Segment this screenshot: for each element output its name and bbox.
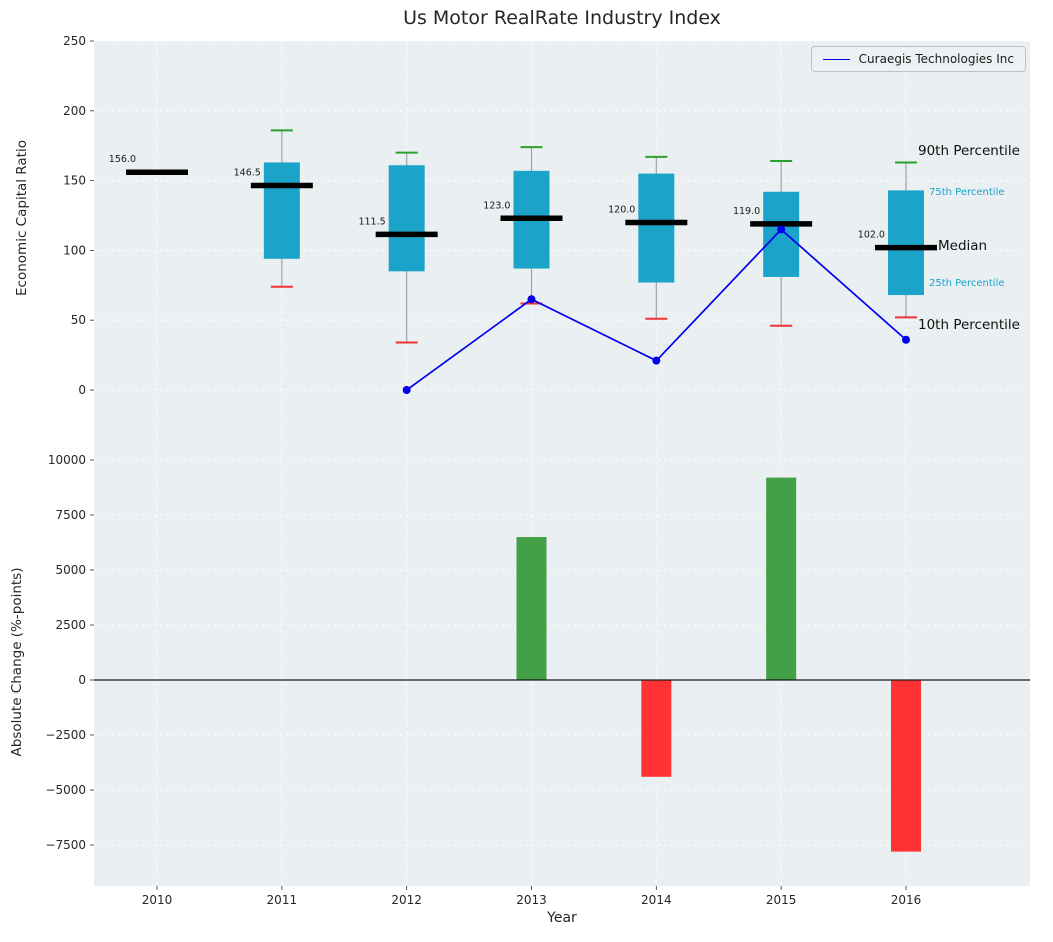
median-value-label: 120.0 — [608, 204, 635, 215]
boxplots: 156.0 146.5 111.5 123.0 120.0 119.0 102.0 — [109, 129, 937, 344]
y-tick-label: 0 — [78, 383, 86, 397]
x-tick-label: 2011 — [267, 893, 298, 907]
y-tick-label: −2500 — [45, 728, 86, 742]
legend: Curaegis Technologies Inc — [810, 46, 1026, 72]
x-tick-label: 2012 — [391, 893, 422, 907]
y-tick-label: 50 — [71, 313, 86, 327]
chart-title: Us Motor RealRate Industry Index — [403, 7, 721, 29]
bar-2014 — [641, 680, 672, 777]
iqr-box — [638, 173, 675, 283]
company-point-2016 — [901, 335, 910, 344]
median-value-label: 119.0 — [733, 206, 760, 217]
y-tick-label: 10000 — [48, 453, 86, 467]
company-point-2013 — [527, 295, 536, 304]
box-2014: 120.0 — [608, 155, 688, 320]
box-2012: 111.5 — [358, 151, 438, 344]
top-y-axis-label: Economic Capital Ratio — [14, 140, 30, 296]
axis-ticks: 0 50 100 150 200 250 −7500 −5000 −2500 0 2500 5000 7… — [45, 34, 921, 907]
company-point-2012 — [402, 386, 411, 394]
x-axis-label: Year — [547, 910, 577, 926]
box-2010: 156.0 — [109, 154, 188, 175]
annotation-10th-percentile: 10th Percentile — [918, 317, 1020, 333]
bar-2015 — [766, 477, 797, 680]
box-2016: 102.0 — [858, 161, 937, 319]
change-bars — [516, 477, 921, 852]
y-tick-label: −7500 — [45, 838, 86, 852]
box-2011: 146.5 — [234, 129, 313, 288]
bar-2013 — [516, 537, 547, 680]
box-2013: 123.0 — [483, 146, 563, 305]
iqr-box — [887, 190, 924, 296]
annotation-median: Median — [938, 238, 988, 254]
x-tick-label: 2013 — [516, 893, 547, 907]
legend-line-icon — [822, 58, 850, 60]
company-point-2015 — [777, 225, 786, 234]
box-2015: 119.0 — [733, 160, 813, 327]
iqr-box — [763, 191, 800, 277]
y-tick-label: 5000 — [55, 563, 86, 577]
y-tick-label: 2500 — [55, 618, 86, 632]
y-tick-label: 0 — [78, 673, 86, 687]
y-tick-label: −5000 — [45, 783, 86, 797]
plot-background — [94, 41, 1030, 886]
y-tick-label: 7500 — [55, 508, 86, 522]
iqr-box — [388, 165, 425, 272]
company-series — [402, 225, 910, 394]
annotation-90th-percentile: 90th Percentile — [918, 143, 1020, 159]
bottom-y-axis-label: Absolute Change (%-points) — [9, 567, 25, 757]
y-tick-label: 150 — [63, 174, 86, 188]
legend-label: Curaegis Technologies Inc — [858, 52, 1014, 66]
iqr-box — [263, 162, 300, 259]
median-value-label: 146.5 — [234, 167, 261, 178]
x-tick-label: 2016 — [891, 893, 922, 907]
y-tick-label: 200 — [63, 104, 86, 118]
annotation-75th-percentile: 75th Percentile — [929, 187, 1005, 198]
median-value-label: 156.0 — [109, 154, 136, 165]
y-tick-label: 100 — [63, 243, 86, 257]
company-point-2014 — [652, 356, 661, 365]
x-tick-label: 2014 — [641, 893, 672, 907]
bar-2016 — [890, 680, 921, 852]
median-value-label: 102.0 — [858, 230, 885, 241]
median-value-label: 111.5 — [358, 216, 385, 227]
annotation-25th-percentile: 25th Percentile — [929, 278, 1005, 289]
x-tick-label: 2010 — [142, 893, 173, 907]
median-value-label: 123.0 — [483, 200, 510, 211]
x-tick-label: 2015 — [766, 893, 797, 907]
y-tick-label: 250 — [63, 34, 86, 48]
